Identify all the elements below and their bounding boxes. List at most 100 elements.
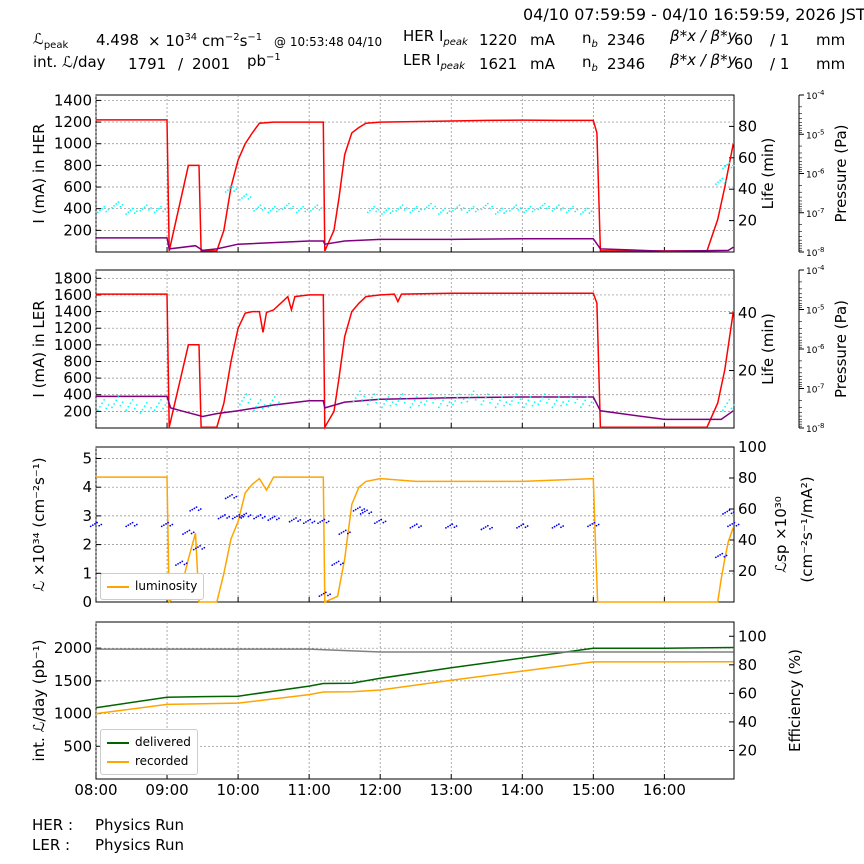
life-point (389, 212, 392, 214)
ler-nb-value: 2346 (607, 55, 646, 73)
life-point (454, 400, 457, 402)
life-point (375, 210, 378, 213)
y-tick-label: 1000 (54, 135, 92, 153)
life-point (381, 406, 383, 409)
specific-point (181, 560, 184, 563)
y-right-label-luminosity: ℒsp ×10³⁰ (772, 496, 790, 573)
life-point (295, 211, 298, 214)
her-beta-x: 60 (734, 31, 754, 49)
life-point (437, 213, 440, 215)
life-point (726, 163, 729, 166)
specific-point (201, 548, 204, 550)
life-point (107, 404, 110, 406)
specific-point (235, 495, 238, 498)
life-point (139, 209, 142, 212)
life-point (555, 206, 558, 208)
life-point (397, 208, 400, 210)
specific-point (317, 522, 319, 525)
specific-point (288, 520, 291, 523)
life-point (403, 401, 406, 404)
specific-point (344, 529, 347, 532)
life-point (368, 209, 371, 212)
life-point (545, 401, 548, 404)
life-point (470, 393, 473, 396)
time-range: 04/10 07:59:59 - 04/10 16:59:59, 2026 JS… (523, 5, 864, 24)
life-point (503, 404, 506, 407)
life-point (489, 401, 491, 404)
specific-point (193, 507, 196, 510)
her-ipeak-label: HER Ipeak (403, 27, 468, 48)
specific-point (589, 524, 592, 527)
life-point (721, 177, 724, 180)
legend-luminosity-swatch (107, 585, 129, 588)
specific-point (183, 563, 186, 566)
life-point (527, 399, 530, 402)
pressure-tick-label: 10-7 (806, 207, 824, 220)
y-right-label-her: Life (min) (759, 138, 777, 210)
current-line (96, 119, 735, 252)
life-point (430, 202, 432, 205)
y-right-tick-label: 60 (738, 149, 757, 167)
life-point (117, 201, 120, 203)
x-tick-label: 12:00 (359, 781, 402, 799)
life-point (579, 406, 582, 409)
life-point (113, 204, 116, 207)
life-point (292, 205, 295, 208)
legend-recorded: recorded (107, 752, 191, 771)
specific-point (731, 522, 734, 525)
specific-point (297, 520, 300, 522)
specific-point (100, 523, 103, 526)
life-point (732, 404, 735, 406)
y-tick-label: 3 (82, 507, 92, 525)
life-point (732, 164, 735, 167)
specific-point (518, 525, 520, 528)
life-point (437, 406, 440, 409)
intl-total: 2001 (192, 55, 231, 73)
specific-point (595, 524, 598, 527)
life-point (579, 213, 582, 215)
life-point (543, 393, 546, 396)
life-point (283, 206, 286, 209)
life-point (423, 208, 426, 211)
specific-point (167, 521, 170, 524)
life-point (395, 209, 398, 212)
specific-point (192, 548, 195, 551)
recorded-line (95, 661, 734, 715)
specific-point (135, 523, 138, 526)
life-point (131, 207, 134, 210)
life-point (115, 203, 118, 205)
specific-point (242, 515, 245, 518)
specific-point (370, 511, 373, 513)
pressure-tick-label: 10-6 (806, 343, 825, 356)
life-point (413, 399, 416, 402)
specific-point (125, 525, 128, 528)
life-point (525, 402, 528, 405)
life-point (135, 404, 138, 406)
specific-point (413, 524, 416, 527)
specific-point (203, 546, 206, 549)
life-point (275, 210, 278, 213)
life-point (255, 208, 258, 210)
specific-point (449, 524, 452, 527)
specific-point (290, 519, 293, 522)
life-point (383, 402, 385, 405)
life-point (153, 211, 156, 214)
specific-point (376, 521, 378, 523)
life-point (548, 205, 550, 208)
specific-point (329, 593, 331, 596)
life-point (418, 404, 420, 407)
life-point (383, 211, 385, 214)
life-point (238, 198, 241, 201)
life-point (113, 402, 116, 405)
life-point (545, 207, 548, 210)
life-point (290, 207, 292, 210)
specific-point (491, 526, 493, 529)
life-point (484, 396, 487, 399)
specific-point (89, 525, 92, 528)
life-point (482, 400, 485, 402)
life-point (565, 403, 568, 406)
life-point (724, 165, 727, 168)
pressure-line (96, 237, 734, 252)
specific-point (721, 552, 724, 555)
lpeak-time: @ 10:53:48 04/10 (274, 35, 383, 49)
